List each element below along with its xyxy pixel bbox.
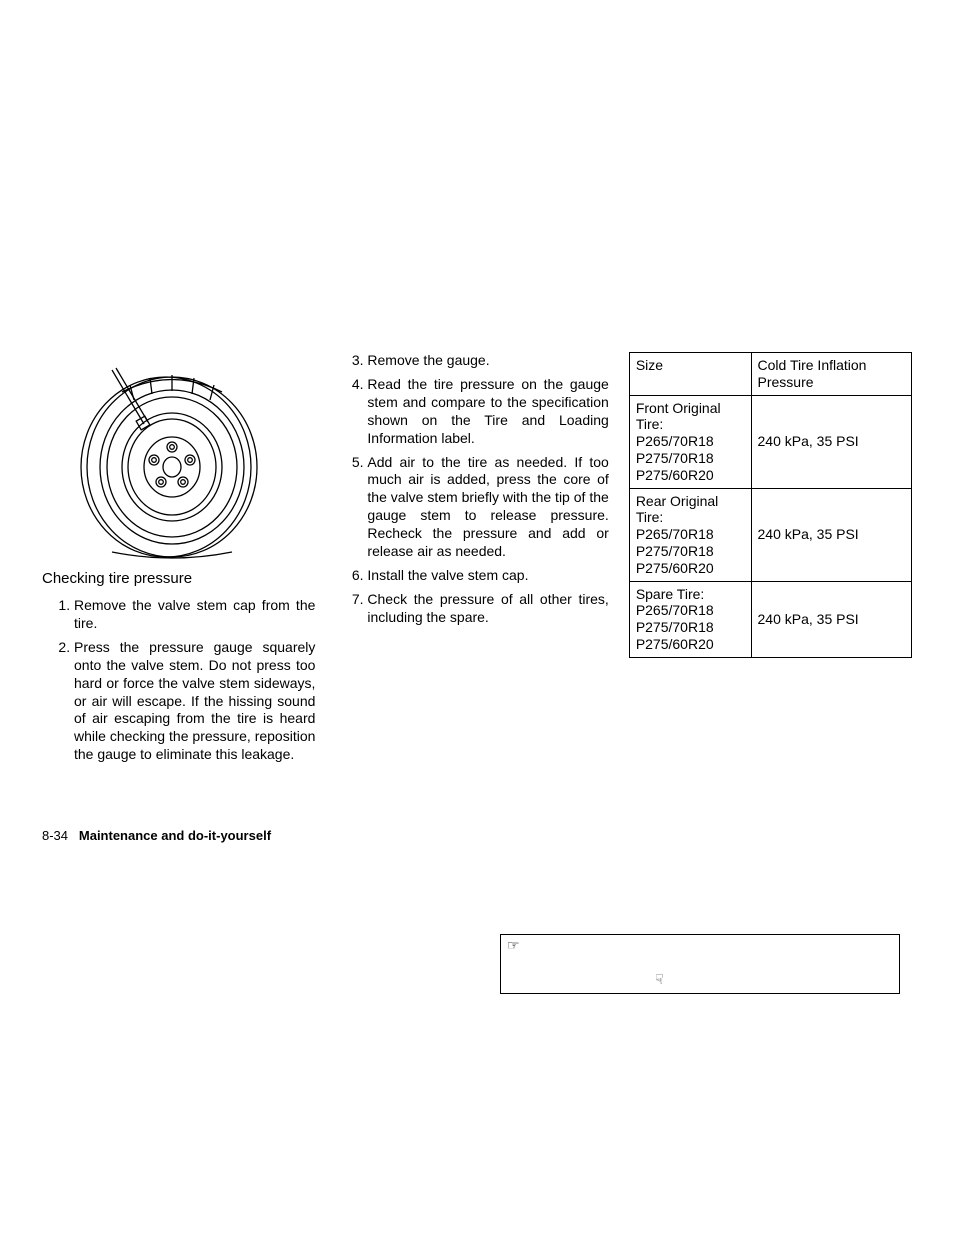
cell-size-rear: Rear Original Tire: P265/70R18 P275/70R1… (629, 488, 751, 581)
section-title-text: Maintenance and do-it-yourself (79, 828, 271, 843)
steps-list-1: Remove the valve stem cap from the tire.… (42, 597, 315, 764)
cell-size-front: Front Original Tire: P265/70R18 P275/70R… (629, 395, 751, 488)
hand-right-icon: ☞ (507, 937, 520, 954)
step-3: Remove the gauge. (367, 352, 608, 370)
step-5: Add air to the tire as needed. If too mu… (367, 454, 608, 561)
step-1: Remove the valve stem cap from the tire. (74, 597, 315, 633)
step-6: Install the valve stem cap. (367, 567, 608, 585)
page-footer: 8-34 Maintenance and do-it-yourself (42, 828, 271, 843)
step-2: Press the pressure gauge squarely onto t… (74, 639, 315, 764)
step-4: Read the tire pressure on the gauge stem… (367, 376, 608, 448)
table-row: Spare Tire: P265/70R18 P275/70R18 P275/6… (629, 581, 911, 657)
tire-pressure-table: Size Cold Tire Inflation Pressure Front … (629, 352, 912, 658)
columns: Checking tire pressure Remove the valve … (42, 352, 912, 770)
header-pressure: Cold Tire Inflation Pressure (751, 353, 911, 396)
hand-down-icon: ☟ (655, 971, 664, 988)
step-7: Check the pressure of all other tires, i… (367, 591, 608, 627)
figure-caption: Checking tire pressure (42, 570, 315, 587)
column-1: Checking tire pressure Remove the valve … (42, 352, 315, 770)
steps-list-2: Remove the gauge. Read the tire pressure… (335, 352, 608, 627)
tire-illustration (52, 352, 272, 562)
column-3: Size Cold Tire Inflation Pressure Front … (629, 352, 912, 770)
page: Checking tire pressure Remove the valve … (0, 0, 954, 1235)
table-header-row: Size Cold Tire Inflation Pressure (629, 353, 911, 396)
section-title (72, 828, 79, 843)
page-number: 8-34 (42, 828, 68, 843)
content-area: Checking tire pressure Remove the valve … (42, 352, 912, 770)
cell-pressure-rear: 240 kPa, 35 PSI (751, 488, 911, 581)
header-size: Size (629, 353, 751, 396)
table-row: Front Original Tire: P265/70R18 P275/70R… (629, 395, 911, 488)
table-row: Rear Original Tire: P265/70R18 P275/70R1… (629, 488, 911, 581)
annotation-box: ☞ ☟ (500, 934, 900, 994)
cell-pressure-spare: 240 kPa, 35 PSI (751, 581, 911, 657)
column-2: Remove the gauge. Read the tire pressure… (335, 352, 608, 770)
cell-size-spare: Spare Tire: P265/70R18 P275/70R18 P275/6… (629, 581, 751, 657)
cell-pressure-front: 240 kPa, 35 PSI (751, 395, 911, 488)
